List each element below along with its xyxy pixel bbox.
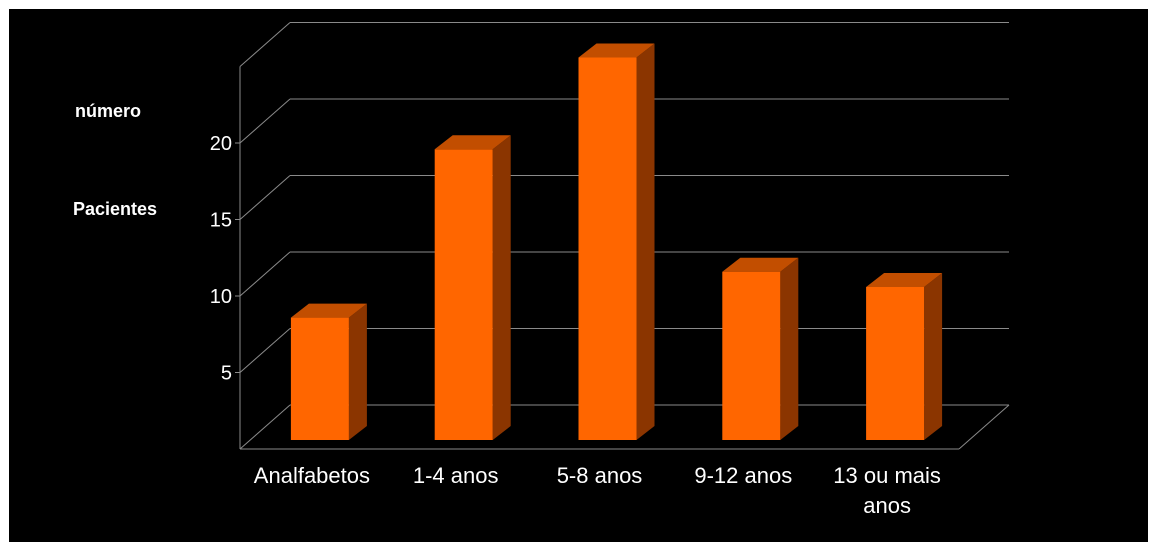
bar-side-1: [492, 135, 511, 441]
bar-0: [290, 317, 349, 440]
x-tick-label-3: 9-12 anos: [694, 463, 792, 488]
chart-canvas: número Pacientes 5 10 15 20 Analfabetos 1-4 a…: [9, 9, 1148, 542]
y-tick-label-2: 15: [210, 210, 232, 232]
x-tick-label-4-line-1: anos: [863, 493, 911, 518]
grid-diagonal-5: [239, 22, 291, 67]
grid-diagonal-1: [239, 328, 291, 373]
bar-1: [434, 149, 493, 441]
bar-side-3: [780, 257, 799, 440]
bar-top-4: [866, 273, 943, 287]
y-axis-label-line-2: Pacientes: [73, 199, 158, 219]
x-tick-label-4-line-0: 13 ou mais: [833, 463, 941, 488]
bar-side-2: [636, 43, 655, 440]
bar-4: [866, 287, 925, 440]
bar-3: [722, 271, 781, 440]
bar-side-4: [924, 273, 943, 440]
bar-top-0: [290, 303, 367, 318]
grid-diagonal-4: [239, 98, 291, 144]
grid-diagonal-3: [239, 175, 291, 220]
y-tick-label-3: 20: [210, 133, 232, 155]
y-tick-label-0: 5: [221, 363, 232, 385]
bar-top-1: [434, 135, 511, 150]
x-tick-label-0: Analfabetos: [254, 463, 370, 488]
grid-diagonal-2: [239, 251, 291, 297]
floor-right-edge: [958, 404, 1010, 450]
y-tick-label-1: 10: [210, 286, 232, 308]
bar-chart: 5 10 15 20 Analfabetos 1-4 anos 5-8 anos 9-12 a…: [210, 22, 1010, 518]
bar-top-3: [722, 257, 799, 272]
bar-top-2: [578, 43, 655, 58]
bar-side-0: [348, 303, 367, 440]
y-axis-label-line-1: número: [75, 101, 142, 121]
x-tick-label-2: 5-8 anos: [557, 463, 643, 488]
grid-diagonal-0: [239, 404, 291, 450]
x-tick-label-1: 1-4 anos: [413, 463, 499, 488]
bar-2: [578, 57, 637, 440]
